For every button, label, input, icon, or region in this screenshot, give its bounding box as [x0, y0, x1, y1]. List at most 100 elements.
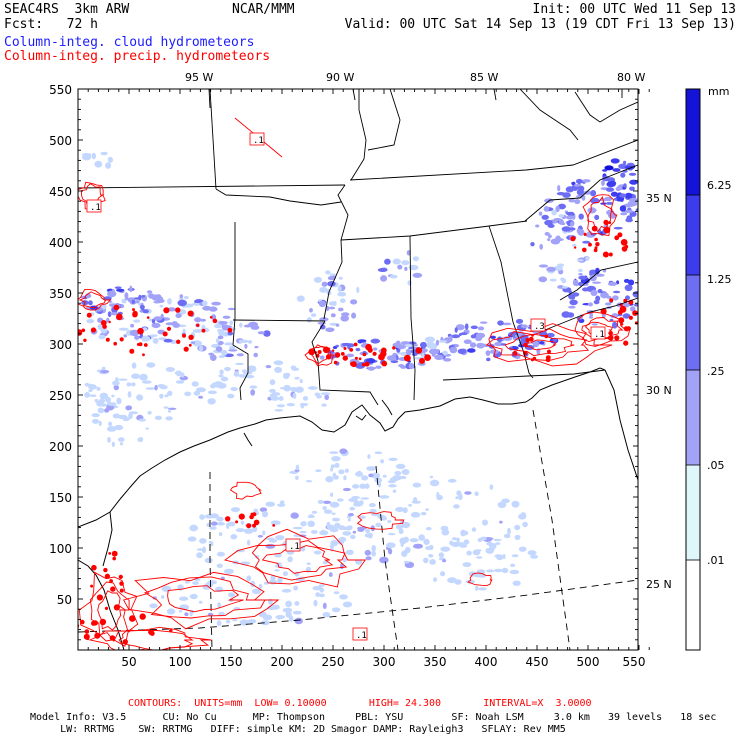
- cloud-cell: [247, 365, 257, 373]
- cloud-cell: [225, 619, 231, 624]
- cloud-cell: [531, 342, 539, 345]
- cloud-cell: [538, 211, 543, 216]
- precip-cell: [139, 613, 146, 620]
- cloud-cell: [165, 322, 175, 326]
- cloud-cell: [226, 522, 230, 529]
- cloud-cell: [211, 301, 221, 306]
- cloud-cell: [322, 506, 327, 511]
- precip-cell: [364, 361, 370, 367]
- cloud-cell: [339, 594, 348, 600]
- cloud-cell: [350, 534, 356, 540]
- cloud-cell: [219, 369, 224, 375]
- cloud-cell: [473, 572, 483, 578]
- cloud-cell: [265, 543, 276, 549]
- cloud-cell: [167, 298, 172, 305]
- cloud-cell: [175, 313, 182, 319]
- y-tick-label: 400: [49, 236, 72, 250]
- cloud-cell: [395, 524, 404, 530]
- cloud-cell: [293, 585, 299, 591]
- cloud-cell: [341, 312, 350, 317]
- cloud-cell: [299, 379, 303, 384]
- cloud-cell: [299, 530, 307, 534]
- cloud-cell: [548, 234, 552, 239]
- precip-cell: [86, 312, 92, 318]
- cloud-cell: [286, 403, 295, 407]
- cloud-cell: [591, 323, 598, 326]
- cloud-cell: [216, 620, 222, 627]
- cloud-cell: [100, 151, 108, 156]
- precip-contour: [229, 481, 262, 500]
- cloud-cell: [178, 596, 189, 601]
- cloud-cell: [244, 374, 255, 379]
- cloud-cell: [300, 403, 305, 409]
- cloud-cell: [486, 569, 495, 573]
- cloud-cell: [402, 507, 408, 514]
- cloud-cell: [398, 364, 405, 368]
- cloud-cell: [587, 207, 597, 214]
- cloud-cell: [527, 550, 537, 556]
- cloud-cell: [510, 563, 515, 568]
- precip-cell: [109, 579, 113, 583]
- cloud-cell: [377, 268, 388, 272]
- cloud-cell: [384, 258, 391, 265]
- cloud-cell: [243, 324, 252, 328]
- precip-cell: [333, 360, 338, 365]
- cloud-cell: [565, 186, 574, 193]
- precip-contour: [581, 317, 624, 342]
- cloud-cell: [331, 607, 341, 613]
- cloud-cell: [294, 601, 300, 606]
- cloud-cell: [396, 344, 406, 350]
- cloud-cell: [604, 165, 614, 171]
- precip-cell: [361, 363, 365, 367]
- lon-label: 85 W: [470, 71, 498, 84]
- lat-label: 25 N: [646, 578, 672, 591]
- colorbar-level: .01: [707, 554, 725, 567]
- cloud-cell: [612, 295, 619, 301]
- cloud-cell: [474, 491, 479, 497]
- precip-cell: [100, 320, 107, 326]
- cloud-cell: [338, 307, 344, 312]
- precip-cell: [91, 620, 96, 626]
- cloud-cell: [218, 355, 225, 359]
- cloud-cell: [219, 321, 228, 325]
- y-tick-label: 300: [49, 338, 72, 352]
- cloud-cell: [477, 326, 485, 331]
- cloud-cell: [270, 396, 280, 401]
- cloud-cell: [442, 559, 447, 563]
- y-tick-label: 450: [49, 185, 72, 199]
- cloud-cell: [294, 617, 304, 625]
- cloud-cell: [624, 284, 633, 292]
- cloud-cell: [296, 295, 305, 302]
- svg-text:.1: .1: [594, 330, 605, 340]
- cloud-cell: [423, 538, 430, 546]
- cloud-cell: [306, 317, 312, 323]
- y-axis-labels: 550 500 450 400 350 300 250 200 150 100 …: [49, 83, 72, 607]
- precip-cell: [108, 320, 111, 324]
- cloud-cell: [118, 327, 129, 331]
- axis-ticks: [77, 88, 650, 651]
- forecast-hour: Fcst: 72 h: [4, 17, 98, 32]
- cloud-cell: [457, 348, 467, 354]
- cloud-cell: [224, 342, 234, 346]
- cloud-cell: [367, 454, 371, 460]
- cloud-cell: [322, 560, 328, 565]
- cloud-cell: [313, 599, 318, 607]
- cloud-cell: [179, 294, 184, 299]
- cloud-cell: [321, 281, 328, 287]
- cloud-cell: [328, 572, 333, 577]
- colorbar-swatch: [686, 89, 700, 195]
- cloud-cell: [464, 323, 469, 330]
- cloud-cell: [561, 286, 568, 289]
- cloud-cell: [343, 475, 347, 481]
- cloud-cell: [202, 300, 208, 307]
- cloud-cell: [604, 302, 612, 306]
- cloud-cell: [368, 473, 374, 478]
- cloud-cell: [322, 602, 327, 609]
- model-info-line2: LW: RRTMG SW: RRTMG DIFF: simple KM: 2D …: [30, 724, 566, 735]
- cloud-cell: [329, 451, 339, 454]
- cloud-cell: [333, 591, 340, 595]
- cloud-cell: [447, 478, 457, 483]
- cloud-cell: [246, 539, 251, 546]
- cloud-cell: [365, 528, 370, 534]
- precip-cell: [113, 304, 120, 311]
